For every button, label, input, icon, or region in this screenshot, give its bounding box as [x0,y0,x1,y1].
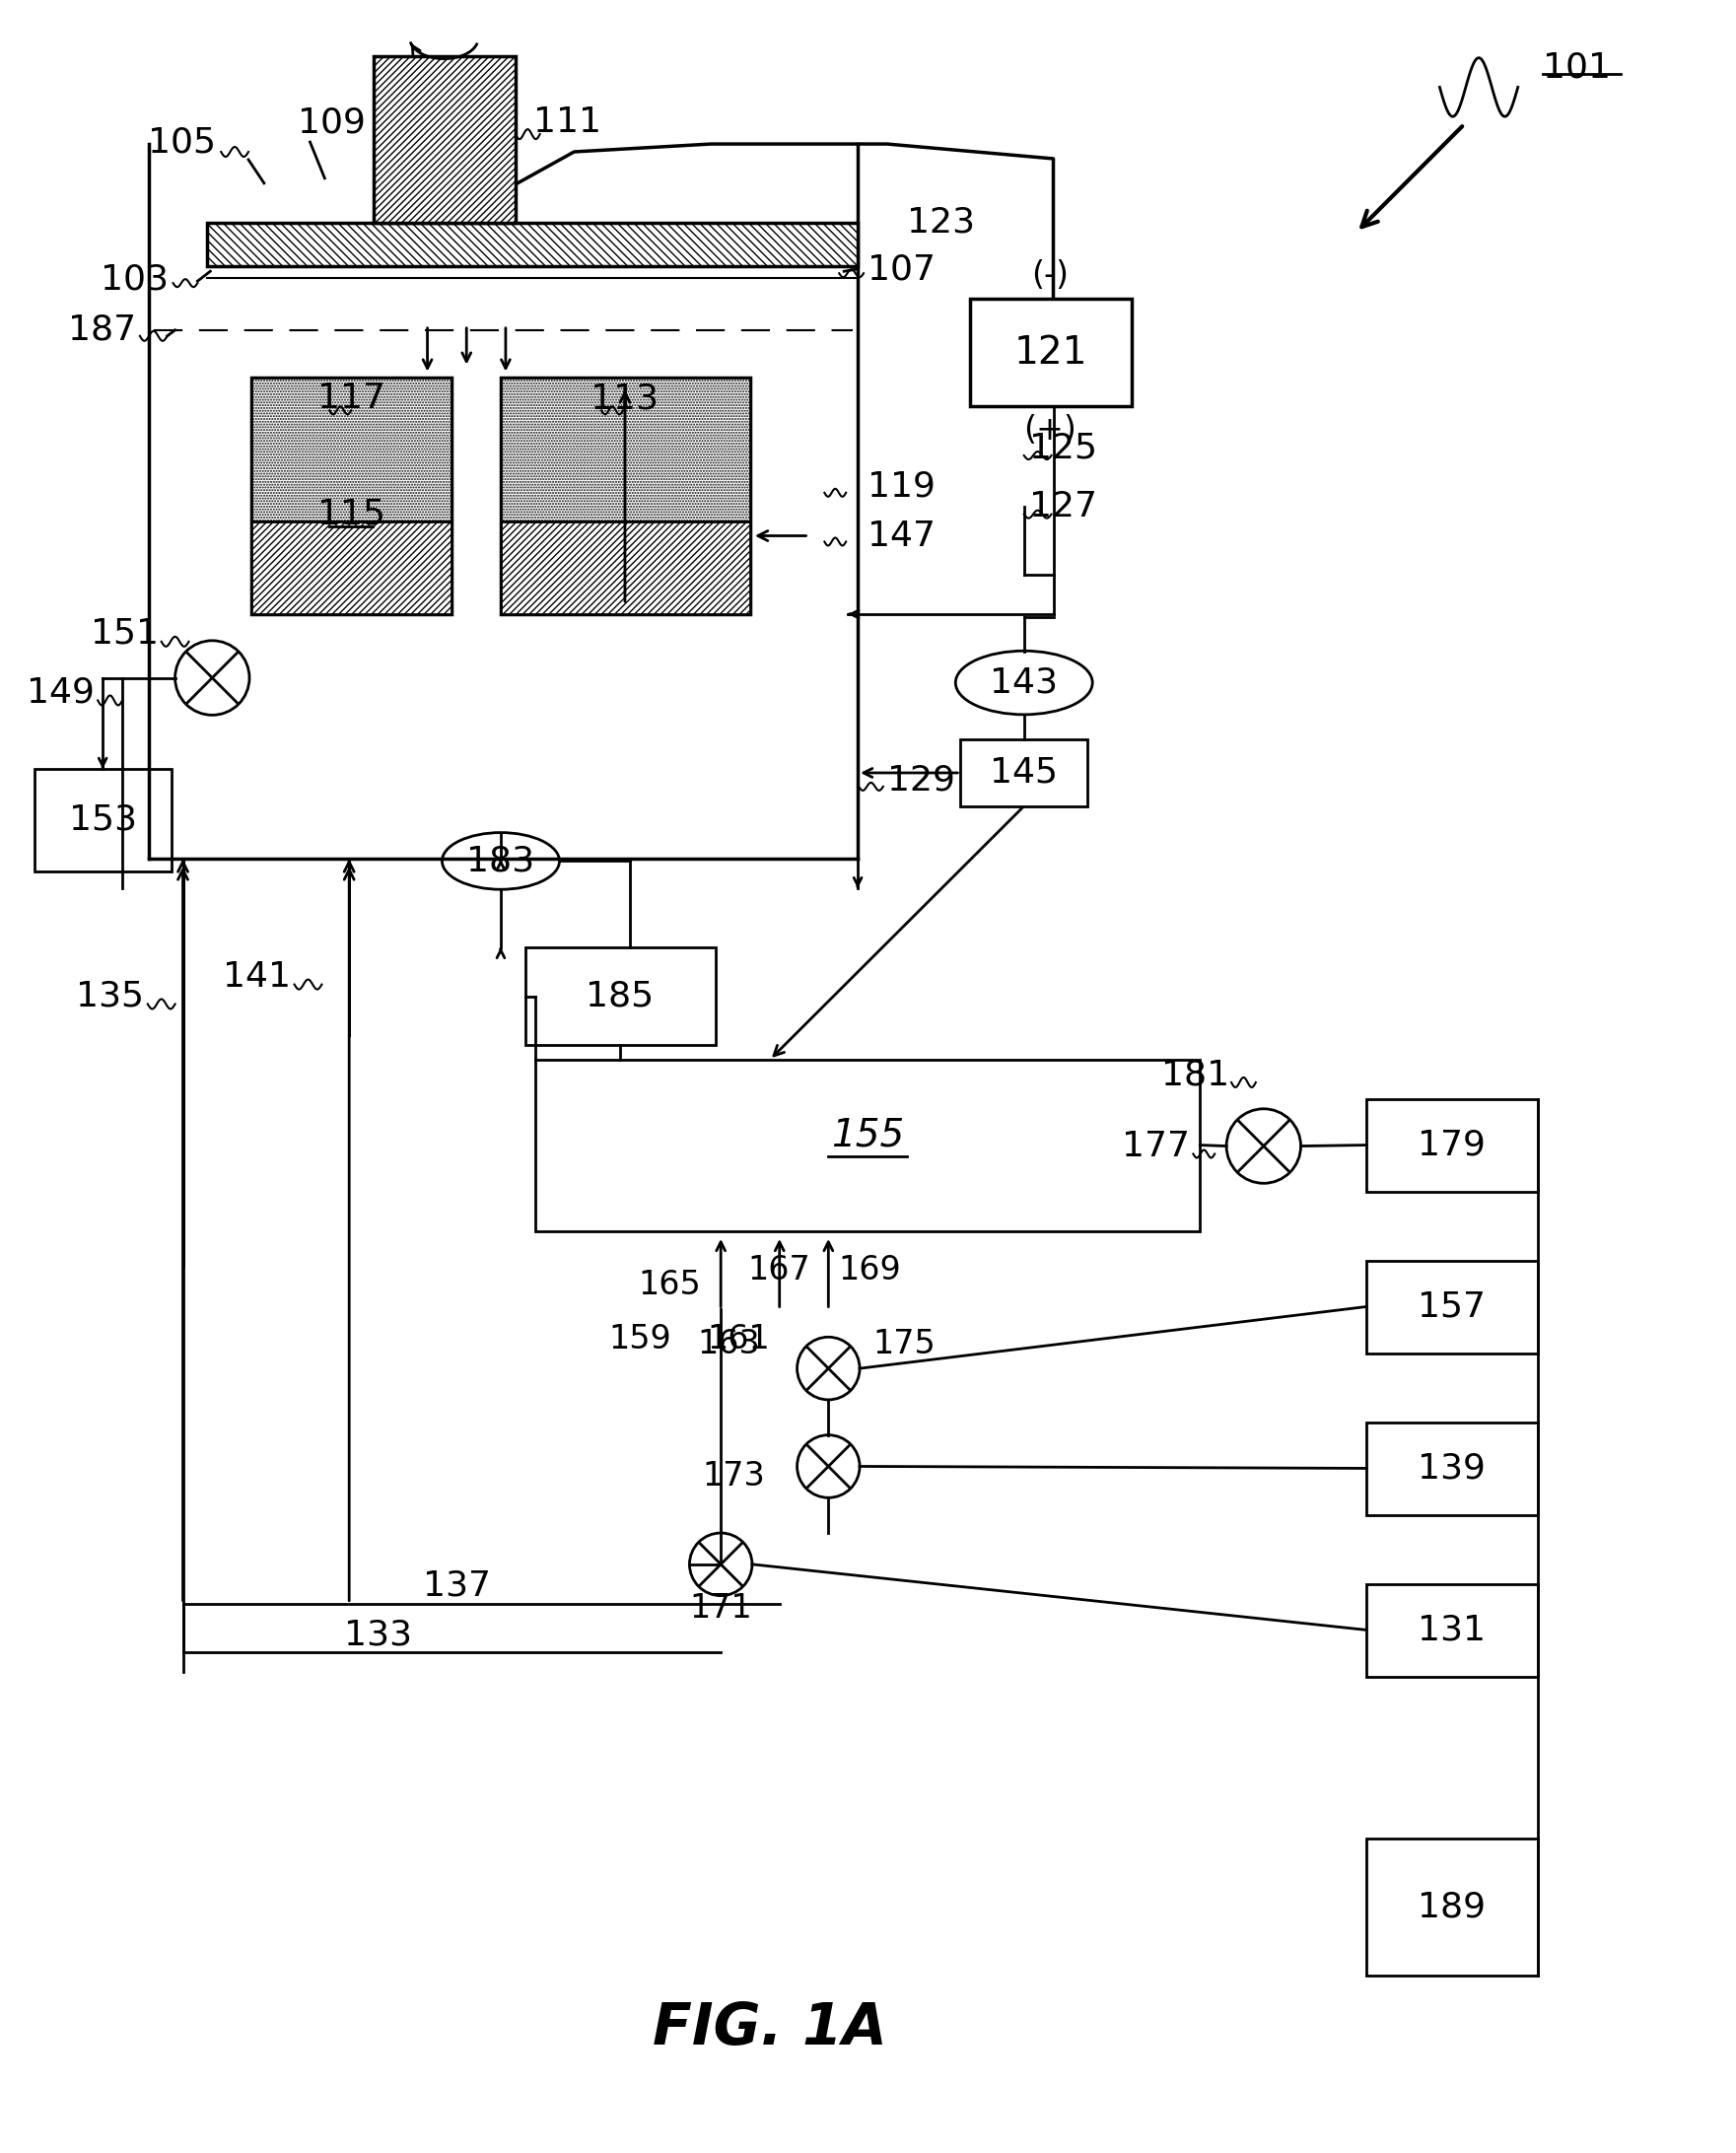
Text: 125: 125 [1029,431,1097,465]
Text: 123: 123 [906,205,974,239]
Text: 177: 177 [1121,1130,1191,1163]
Text: 185: 185 [587,980,654,1012]
Text: 187: 187 [68,314,135,347]
Text: 121: 121 [1014,334,1087,370]
Text: 175: 175 [873,1328,936,1361]
Bar [252,521,451,614]
Text: 107: 107 [868,252,936,286]
Text: 131: 131 [1417,1613,1486,1647]
Text: 163: 163 [698,1328,760,1361]
Text: 145: 145 [990,756,1057,790]
Text: 159: 159 [609,1322,672,1354]
Text: 119: 119 [868,469,936,504]
Text: 171: 171 [689,1591,752,1626]
Text: 165: 165 [639,1268,701,1300]
Text: 101: 101 [1542,52,1611,84]
Text: 111: 111 [533,105,601,140]
Bar [207,222,858,267]
Text: 189: 189 [1417,1890,1486,1925]
Text: 155: 155 [832,1117,904,1154]
Text: 161: 161 [707,1322,769,1354]
Bar [35,769,172,872]
Text: 109: 109 [297,105,365,140]
Text: FIG. 1A: FIG. 1A [653,2000,887,2056]
Text: 149: 149 [28,676,95,708]
Bar [526,947,715,1044]
Bar [1366,1585,1538,1677]
Text: 183: 183 [467,844,535,878]
Text: 173: 173 [701,1460,766,1492]
Text: 103: 103 [101,263,168,295]
Bar [500,377,750,521]
Bar [970,299,1132,407]
Text: (+): (+) [1024,413,1076,446]
Text: 133: 133 [344,1619,413,1651]
Text: 115: 115 [318,497,385,532]
Bar [373,56,516,222]
Bar [1366,1839,1538,1976]
Text: 181: 181 [1161,1057,1229,1092]
Text: 127: 127 [1029,489,1097,523]
Bar [1366,1098,1538,1193]
Text: 157: 157 [1417,1290,1486,1324]
Text: 169: 169 [838,1255,901,1287]
Text: 151: 151 [90,618,158,650]
Text: 167: 167 [748,1255,811,1287]
Bar [960,738,1087,805]
Text: 141: 141 [222,960,290,993]
Text: 117: 117 [318,381,385,416]
Text: 147: 147 [868,519,936,553]
Bar [535,1059,1200,1232]
Text: 105: 105 [148,125,217,159]
Bar [252,377,451,614]
Bar [1366,1423,1538,1516]
Text: 139: 139 [1418,1451,1486,1486]
Bar [500,377,750,614]
Text: 153: 153 [69,803,137,838]
Text: 143: 143 [990,665,1057,700]
Bar [1366,1262,1538,1354]
Bar [252,377,451,521]
Text: 129: 129 [887,764,955,797]
Text: 179: 179 [1418,1128,1486,1163]
Text: 135: 135 [76,980,144,1012]
Text: (-): (-) [1031,258,1069,291]
Bar [500,521,750,614]
Text: 137: 137 [424,1570,491,1602]
Text: 113: 113 [590,381,660,416]
